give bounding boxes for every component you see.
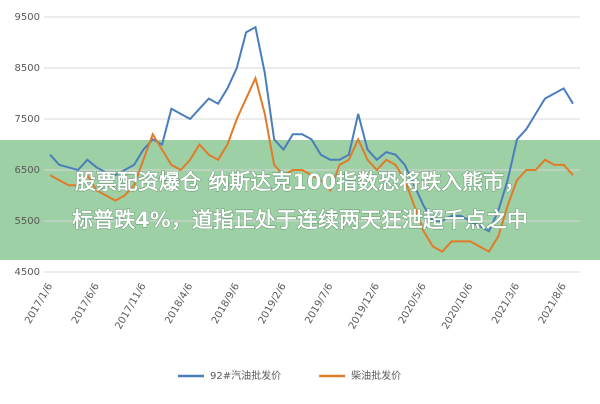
overlay-line: 股票配资爆仓 纳斯达克100指数恐将跌入熊市， xyxy=(75,170,525,194)
x-tick-label: 2020/5/6 xyxy=(397,282,429,326)
x-tick-label: 2018/4/6 xyxy=(163,282,195,326)
banner xyxy=(0,140,600,260)
legend-label: 92#汽油批发价 xyxy=(210,369,281,382)
x-tick-label: 2017/6/6 xyxy=(70,282,102,326)
x-tick-label: 2019/12/6 xyxy=(347,282,382,332)
y-tick-label: 7500 xyxy=(15,114,40,125)
line-series xyxy=(49,25,574,233)
x-tick-label: 2020/10/6 xyxy=(440,281,475,331)
x-tick-label: 2017/1/6 xyxy=(23,282,55,326)
y-tick-label: 9500 xyxy=(15,12,40,23)
x-tick-label: 2021/8/6 xyxy=(537,282,569,326)
x-tick-label: 2019/2/6 xyxy=(257,282,289,326)
x-tick-label: 2021/3/6 xyxy=(490,282,522,326)
overlay-line: 标普跌4%，道指正处于连续两天狂泄超千点之中 xyxy=(72,208,528,232)
y-tick-label: 5500 xyxy=(15,216,40,227)
y-tick-label: 8500 xyxy=(15,63,40,74)
line-series xyxy=(49,75,574,253)
x-tick-label: 2017/11/6 xyxy=(113,282,148,332)
legend-label: 柴油批发价 xyxy=(351,369,401,382)
x-tick-label: 2019/7/6 xyxy=(303,282,335,326)
y-tick-label: 4500 xyxy=(15,267,40,278)
y-tick-label: 6500 xyxy=(15,165,40,176)
x-tick-label: 2018/9/6 xyxy=(210,282,242,326)
